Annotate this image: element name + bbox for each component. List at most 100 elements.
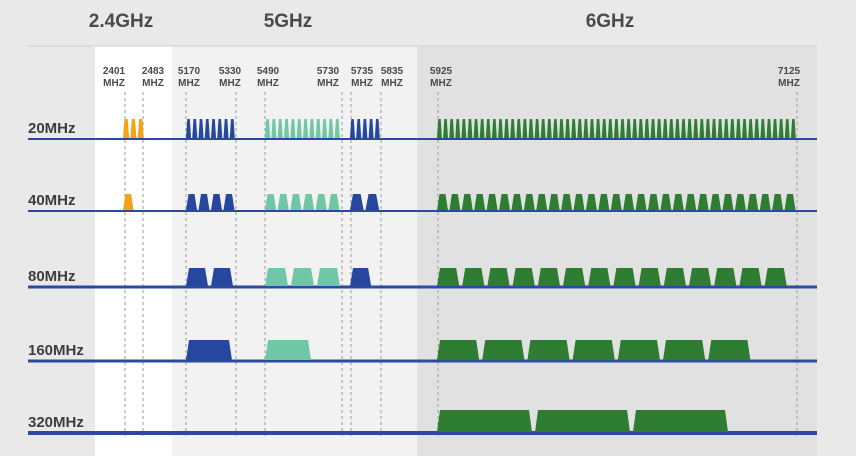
channel-six-block: [512, 268, 535, 286]
channel-six-block: [561, 194, 573, 210]
channel-unii1-block: [198, 194, 210, 210]
channel-six-block: [699, 119, 705, 138]
channel-six-block: [577, 119, 583, 138]
channel-b24-block: [123, 119, 130, 138]
channel-six-block: [697, 194, 709, 210]
channel-six-block: [588, 268, 611, 286]
band-panel-6ghz: [417, 46, 817, 456]
channel-unii3-block: [350, 119, 355, 138]
channel-six-block: [626, 119, 632, 138]
channel-unii2-block: [334, 119, 340, 138]
frequency-unit-label: MHZ: [430, 78, 452, 89]
frequency-value-label: 5735: [351, 66, 374, 77]
channel-six-block: [638, 119, 644, 138]
bandwidth-row: 40MHz: [28, 192, 817, 212]
channel-six-block: [668, 119, 674, 138]
channel-six-block: [498, 119, 503, 138]
channel-six-block: [462, 268, 485, 286]
channel-six-block: [437, 410, 532, 432]
channel-six-block: [534, 119, 540, 138]
channel-six-block: [729, 119, 735, 138]
channel-six-block: [742, 119, 747, 138]
channel-six-block: [734, 194, 746, 210]
channel-six-block: [735, 119, 741, 138]
channel-six-block: [479, 119, 485, 138]
channel-six-block: [710, 194, 722, 210]
channel-six-block: [633, 410, 728, 432]
channel-unii2-block: [303, 194, 315, 210]
frequency-unit-label: MHZ: [103, 78, 125, 89]
channel-six-block: [674, 119, 680, 138]
channel-unii1-block: [211, 119, 217, 138]
channel-six-block: [552, 119, 558, 138]
channel-six-block: [601, 119, 607, 138]
channel-six-block: [548, 194, 560, 210]
bandwidth-row: 320MHz: [28, 410, 817, 435]
channel-six-block: [648, 194, 659, 210]
channel-unii1-block: [186, 340, 232, 360]
channel-six-block: [573, 194, 585, 210]
band-panel-5ghz: [172, 46, 417, 456]
channel-b24-block: [123, 194, 134, 210]
channel-six-block: [717, 119, 723, 138]
channel-unii3-block: [368, 119, 374, 138]
channel-six-block: [623, 194, 635, 210]
frequency-unit-label: MHZ: [778, 78, 800, 89]
channel-six-block: [635, 194, 647, 210]
channel-b24-block: [130, 119, 137, 138]
channel-six-block: [473, 119, 479, 138]
channel-six-block: [660, 194, 672, 210]
channel-six-block: [437, 119, 442, 138]
channel-six-block: [565, 119, 571, 138]
channel-six-block: [613, 268, 636, 286]
channel-unii1-block: [217, 119, 223, 138]
channel-unii2-block: [322, 119, 328, 138]
channel-six-block: [714, 268, 737, 286]
frequency-value-label: 5330: [219, 66, 242, 77]
frequency-value-label: 2401: [103, 66, 126, 77]
channel-six-block: [455, 119, 461, 138]
channel-unii2-block: [290, 119, 296, 138]
channel-six-block: [632, 119, 638, 138]
channel-six-block: [778, 119, 784, 138]
channel-six-block: [546, 119, 552, 138]
frequency-value-label: 5835: [381, 66, 404, 77]
frequency-unit-label: MHZ: [257, 78, 279, 89]
frequency-unit-label: MHZ: [178, 78, 200, 89]
channel-six-block: [443, 119, 449, 138]
channel-six-block: [536, 194, 548, 210]
channel-unii2-block: [328, 194, 340, 210]
channel-six-block: [559, 119, 564, 138]
channel-six-block: [685, 194, 697, 210]
channel-unii1-block: [211, 268, 233, 286]
frequency-value-label: 5490: [257, 66, 280, 77]
channel-six-block: [571, 119, 577, 138]
channel-unii2-block: [309, 119, 315, 138]
channel-six-block: [708, 340, 751, 360]
channel-unii1-block: [223, 119, 229, 138]
channel-six-block: [528, 119, 534, 138]
frequency-value-label: 5170: [178, 66, 201, 77]
channel-six-block: [656, 119, 662, 138]
channel-six-block: [617, 340, 660, 360]
channel-six-block: [772, 194, 784, 210]
channel-six-block: [461, 119, 467, 138]
channel-six-block: [754, 119, 760, 138]
channel-unii2-block: [284, 119, 290, 138]
channel-unii2-block: [315, 194, 327, 210]
channel-six-block: [681, 119, 686, 138]
channel-six-block: [662, 119, 668, 138]
channel-six-block: [437, 268, 460, 286]
bandwidth-row-label: 80MHz: [28, 268, 76, 285]
channel-six-block: [486, 194, 498, 210]
bandwidth-row: 20MHz: [28, 119, 817, 140]
channel-six-block: [474, 194, 486, 210]
channel-unii2-block: [317, 268, 340, 286]
channel-unii1-block: [186, 268, 208, 286]
frequency-value-label: 5925: [430, 66, 453, 77]
bandwidth-row-label: 320MHz: [28, 414, 84, 431]
channel-six-block: [739, 268, 762, 286]
bandwidth-row: 160MHz: [28, 340, 817, 363]
channel-six-block: [620, 119, 625, 138]
channel-six-block: [747, 194, 759, 210]
